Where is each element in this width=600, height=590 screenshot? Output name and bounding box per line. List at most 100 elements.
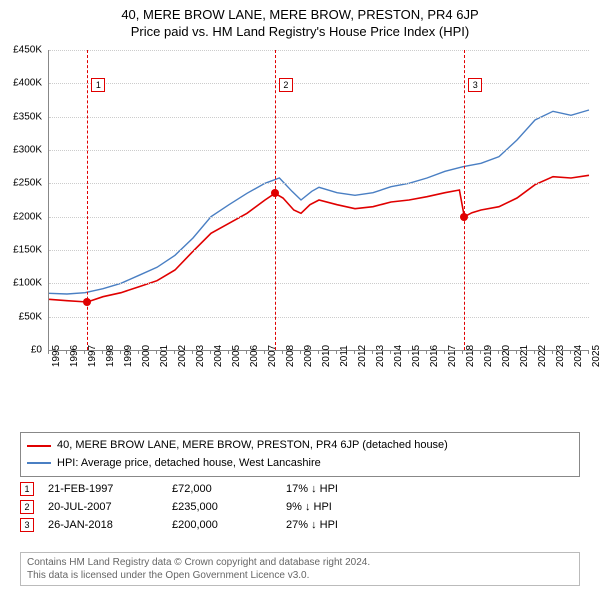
x-axis-tick: [66, 350, 67, 354]
x-axis-label: 2024: [573, 345, 584, 367]
x-axis-tick: [516, 350, 517, 354]
x-axis-label: 2000: [141, 345, 152, 367]
gridline-h: [49, 250, 589, 251]
y-axis-label: £400K: [0, 78, 42, 89]
gridline-h: [49, 317, 589, 318]
y-axis-label: £50K: [0, 311, 42, 322]
x-axis-label: 2009: [303, 345, 314, 367]
y-axis-label: £0: [0, 345, 42, 356]
x-axis-tick: [408, 350, 409, 354]
gridline-h: [49, 50, 589, 51]
x-axis-label: 1995: [51, 345, 62, 367]
x-axis-label: 2017: [447, 345, 458, 367]
x-axis-tick: [552, 350, 553, 354]
sale-marker-point: [83, 298, 91, 306]
legend-item: HPI: Average price, detached house, West…: [27, 455, 573, 473]
sale-row-price: £72,000: [172, 483, 272, 495]
legend-box: 40, MERE BROW LANE, MERE BROW, PRESTON, …: [20, 432, 580, 477]
x-axis-label: 1999: [123, 345, 134, 367]
x-axis-label: 2015: [411, 345, 422, 367]
x-axis-tick: [246, 350, 247, 354]
sale-marker-line: [275, 50, 276, 350]
x-axis-tick: [192, 350, 193, 354]
footer-attribution: Contains HM Land Registry data © Crown c…: [20, 552, 580, 586]
sale-row: 2 20-JUL-2007 £235,000 9% ↓ HPI: [20, 498, 580, 516]
legend-label: 40, MERE BROW LANE, MERE BROW, PRESTON, …: [57, 437, 448, 455]
x-axis-tick: [354, 350, 355, 354]
x-axis-tick: [426, 350, 427, 354]
x-axis-tick: [120, 350, 121, 354]
footer-line-1: Contains HM Land Registry data © Crown c…: [27, 556, 573, 569]
sale-row-pct: 9% ↓ HPI: [286, 501, 406, 513]
gridline-h: [49, 83, 589, 84]
x-axis-tick: [588, 350, 589, 354]
legend-label: HPI: Average price, detached house, West…: [57, 455, 321, 473]
sale-row: 3 26-JAN-2018 £200,000 27% ↓ HPI: [20, 516, 580, 534]
x-axis-label: 2019: [483, 345, 494, 367]
sale-row-badge: 2: [20, 500, 34, 514]
x-axis-label: 2021: [519, 345, 530, 367]
sale-row-pct: 27% ↓ HPI: [286, 519, 406, 531]
x-axis-label: 2025: [591, 345, 600, 367]
x-axis-tick: [444, 350, 445, 354]
sale-marker-line: [464, 50, 465, 350]
y-axis-label: £100K: [0, 278, 42, 289]
x-axis-label: 2011: [339, 345, 350, 367]
x-axis-tick: [138, 350, 139, 354]
x-axis-label: 2001: [159, 345, 170, 367]
x-axis-tick: [300, 350, 301, 354]
x-axis-tick: [228, 350, 229, 354]
x-axis-tick: [48, 350, 49, 354]
x-axis-tick: [336, 350, 337, 354]
gridline-h: [49, 217, 589, 218]
x-axis-label: 1997: [87, 345, 98, 367]
x-axis-tick: [282, 350, 283, 354]
line-series-svg: [49, 50, 589, 350]
x-axis-tick: [480, 350, 481, 354]
x-axis-label: 2023: [555, 345, 566, 367]
x-axis-tick: [390, 350, 391, 354]
x-axis-tick: [318, 350, 319, 354]
x-axis-label: 1996: [69, 345, 80, 367]
x-axis-label: 2004: [213, 345, 224, 367]
x-axis-label: 2002: [177, 345, 188, 367]
sale-marker-point: [271, 189, 279, 197]
x-axis-tick: [570, 350, 571, 354]
sale-row-date: 26-JAN-2018: [48, 519, 158, 531]
x-axis-label: 2014: [393, 345, 404, 367]
sale-row-date: 20-JUL-2007: [48, 501, 158, 513]
x-axis-label: 2022: [537, 345, 548, 367]
gridline-h: [49, 150, 589, 151]
sale-row-price: £200,000: [172, 519, 272, 531]
x-axis-label: 2010: [321, 345, 332, 367]
legend-swatch: [27, 445, 51, 447]
footer-line-2: This data is licensed under the Open Gov…: [27, 569, 573, 582]
x-axis-tick: [498, 350, 499, 354]
sale-marker-badge: 3: [468, 78, 482, 92]
x-axis-tick: [102, 350, 103, 354]
x-axis-label: 2008: [285, 345, 296, 367]
sale-row-badge: 3: [20, 518, 34, 532]
x-axis-label: 2016: [429, 345, 440, 367]
x-axis-label: 2003: [195, 345, 206, 367]
x-axis-tick: [462, 350, 463, 354]
x-axis-label: 1998: [105, 345, 116, 367]
x-axis-label: 2007: [267, 345, 278, 367]
x-axis-label: 2012: [357, 345, 368, 367]
x-axis-label: 2013: [375, 345, 386, 367]
sale-row: 121-FEB-1997£72,00017% ↓ HPI: [20, 480, 580, 498]
chart-subtitle: Price paid vs. HM Land Registry's House …: [0, 24, 600, 43]
x-axis-tick: [210, 350, 211, 354]
sale-row-price: £235,000: [172, 501, 272, 513]
sale-marker-point: [460, 213, 468, 221]
legend-swatch: [27, 462, 51, 464]
chart-title: 40, MERE BROW LANE, MERE BROW, PRESTON, …: [0, 0, 600, 24]
x-axis-label: 2020: [501, 345, 512, 367]
y-axis-label: £350K: [0, 111, 42, 122]
plot-region: 123: [48, 50, 589, 351]
y-axis-label: £150K: [0, 245, 42, 256]
x-axis-tick: [372, 350, 373, 354]
chart-area: 123 £0£50K£100K£150K£200K£250K£300K£350K…: [48, 50, 588, 390]
x-axis-tick: [84, 350, 85, 354]
x-axis-label: 2005: [231, 345, 242, 367]
